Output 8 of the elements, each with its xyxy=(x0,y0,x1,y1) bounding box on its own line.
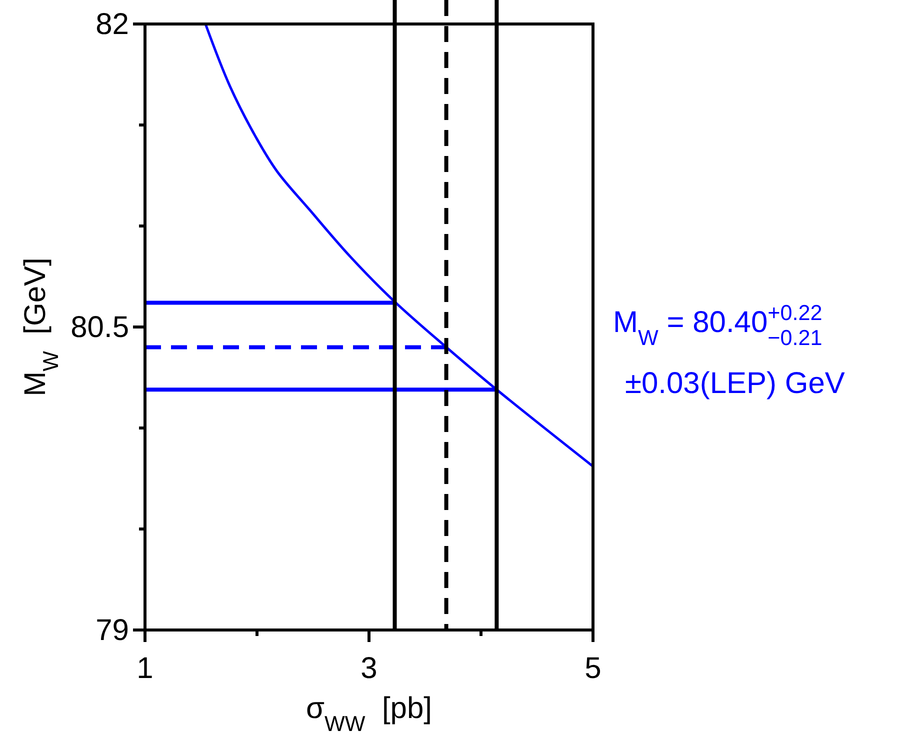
x-tick-label: 5 xyxy=(584,652,602,685)
x-axis-title: σ$_{WW}$ [pb] xyxy=(306,692,432,736)
y-tick-label: 79 xyxy=(96,614,129,647)
y-tick-label: 82 xyxy=(96,8,129,41)
x-tick-label: 1 xyxy=(136,652,154,685)
x-tick-label: 3 xyxy=(360,652,378,685)
text: ±0.03(LEP) GeV xyxy=(625,367,845,400)
y-tick-label: 80.5 xyxy=(70,311,129,344)
